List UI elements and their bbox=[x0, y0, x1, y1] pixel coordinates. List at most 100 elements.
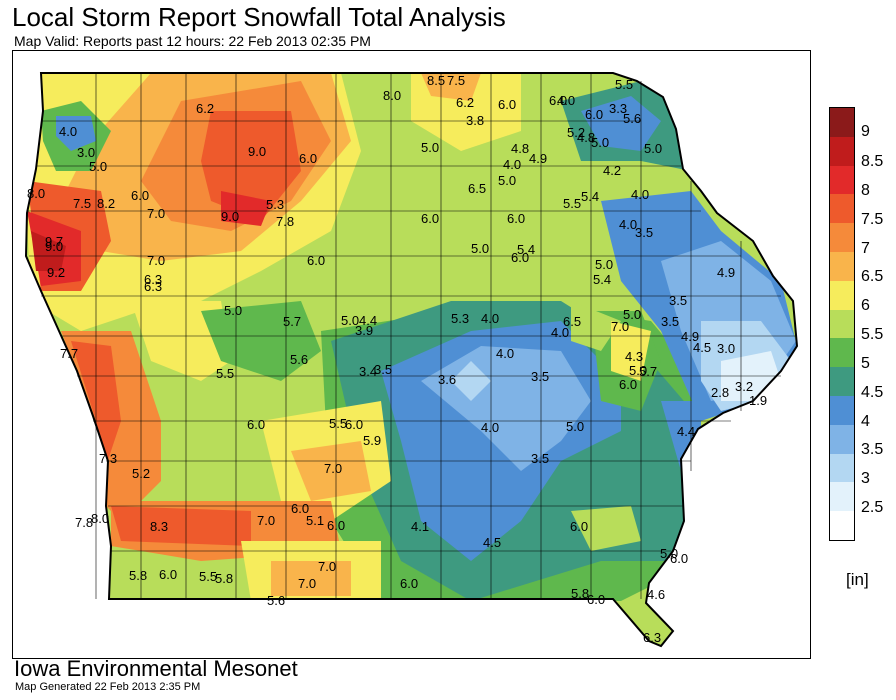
report-value: 5.8 bbox=[129, 568, 147, 583]
report-value: 5.0 bbox=[644, 141, 662, 156]
legend-label: 7.5 bbox=[861, 211, 884, 228]
legend-label: 5.5 bbox=[861, 326, 884, 343]
report-value: 5.5 bbox=[216, 366, 234, 381]
report-value: 9.0 bbox=[221, 209, 239, 224]
report-value: 3.4 bbox=[359, 364, 377, 379]
legend-swatch bbox=[830, 424, 854, 455]
state-outline bbox=[24, 72, 799, 648]
report-value: 5.8 bbox=[571, 586, 589, 601]
report-value: 5.5 bbox=[199, 569, 217, 584]
report-value: 6.0 bbox=[507, 211, 525, 226]
legend-label: 8.5 bbox=[861, 153, 884, 170]
report-value: 3.5 bbox=[635, 225, 653, 240]
report-value: 5.0 bbox=[421, 140, 439, 155]
report-value: 3.5 bbox=[661, 314, 679, 329]
report-value: 7.0 bbox=[147, 206, 165, 221]
report-value: 6.0 bbox=[421, 211, 439, 226]
legend-swatch bbox=[830, 453, 854, 483]
report-value: 7.0 bbox=[324, 461, 342, 476]
report-value: 5.2 bbox=[132, 466, 150, 481]
report-value: 3.5 bbox=[531, 369, 549, 384]
report-value: 6.0 bbox=[570, 519, 588, 534]
report-value: 3.0 bbox=[77, 145, 95, 160]
report-value: 4.3 bbox=[625, 349, 643, 364]
report-value: 1.9 bbox=[749, 393, 767, 408]
report-value: 5.2 bbox=[567, 125, 585, 140]
report-value: 7.0 bbox=[611, 319, 629, 334]
report-value: 6.0 bbox=[131, 188, 149, 203]
report-value: 8.0 bbox=[91, 511, 109, 526]
legend-label: 3 bbox=[861, 470, 870, 487]
report-value: 4.0 bbox=[481, 311, 499, 326]
report-value: 5.0 bbox=[341, 313, 359, 328]
report-value: 6.3 bbox=[643, 630, 661, 645]
report-value: 6.0 bbox=[670, 551, 688, 566]
report-value: 4.5 bbox=[693, 340, 711, 355]
report-value: 5.9 bbox=[363, 433, 381, 448]
report-value: 5.5 bbox=[563, 196, 581, 211]
report-value: 4.0 bbox=[496, 346, 514, 361]
footer-generated: Map Generated 22 Feb 2013 2:35 PM bbox=[15, 681, 201, 693]
report-value: 4.0 bbox=[481, 420, 499, 435]
report-value: 7.5 bbox=[73, 196, 91, 211]
legend-swatch bbox=[830, 194, 854, 224]
report-value: 4.2 bbox=[603, 163, 621, 178]
snowfall-contours bbox=[26, 73, 797, 646]
report-value: 9.7 bbox=[45, 234, 63, 249]
legend-swatch bbox=[830, 367, 854, 397]
legend-swatch bbox=[830, 396, 854, 426]
report-value: 7.0 bbox=[147, 253, 165, 268]
legend-swatch bbox=[830, 165, 854, 195]
legend-swatch bbox=[830, 482, 854, 512]
report-value: 6.0 bbox=[299, 151, 317, 166]
report-value: 5.0 bbox=[623, 307, 641, 322]
legend-label: 6.5 bbox=[861, 268, 884, 285]
report-value: 8.2 bbox=[97, 196, 115, 211]
report-value: 7.0 bbox=[318, 559, 336, 574]
report-value: 8.5 bbox=[427, 73, 445, 88]
legend-label: 4 bbox=[861, 413, 870, 430]
report-value: 3.5 bbox=[374, 362, 392, 377]
legend-label: 5 bbox=[861, 355, 870, 372]
report-value: 4.8 bbox=[511, 141, 529, 156]
report-value: 7.8 bbox=[276, 214, 294, 229]
legend-swatch bbox=[830, 280, 854, 311]
report-value: 5.6 bbox=[290, 352, 308, 367]
report-value: 6.5 bbox=[563, 314, 581, 329]
report-value: 7.3 bbox=[99, 451, 117, 466]
report-value: 6.0 bbox=[247, 417, 265, 432]
report-value: 5.3 bbox=[451, 311, 469, 326]
legend-swatch bbox=[830, 136, 854, 167]
report-value: 9.0 bbox=[45, 239, 63, 254]
report-value: 6.0 bbox=[587, 592, 605, 607]
report-value: 7.0 bbox=[298, 576, 316, 591]
report-value: 5.0 bbox=[224, 303, 242, 318]
report-value: 5.0 bbox=[629, 363, 647, 378]
report-value: 4.0 bbox=[557, 93, 575, 108]
report-value: 6.0 bbox=[400, 576, 418, 591]
legend-color-bar bbox=[829, 107, 855, 541]
report-value: 6.5 bbox=[468, 181, 486, 196]
legend-swatch bbox=[830, 511, 854, 540]
map-title: Local Storm Report Snowfall Total Analys… bbox=[12, 2, 506, 32]
legend-label: 2.5 bbox=[861, 499, 884, 516]
report-value: 6.0 bbox=[159, 567, 177, 582]
report-value: 3.6 bbox=[438, 372, 456, 387]
report-value: 4.8 bbox=[577, 130, 595, 145]
report-value: 2.8 bbox=[711, 385, 729, 400]
report-value: 4.6 bbox=[647, 587, 665, 602]
report-value: 5.0 bbox=[89, 159, 107, 174]
legend-label: 6 bbox=[861, 297, 870, 314]
report-value: 4.4 bbox=[677, 424, 695, 439]
legend-units: [in] bbox=[846, 570, 869, 589]
report-value: 4.9 bbox=[717, 265, 735, 280]
legend-label: 8 bbox=[861, 182, 870, 199]
report-value: 5.0 bbox=[498, 173, 516, 188]
report-value: 3.3 bbox=[609, 101, 627, 116]
report-value: 5.4 bbox=[517, 242, 535, 257]
report-value: 6.0 bbox=[619, 377, 637, 392]
report-value: 5.5 bbox=[615, 77, 633, 92]
report-value: 4.1 bbox=[411, 519, 429, 534]
report-value: 5.7 bbox=[283, 314, 301, 329]
report-value: 7.8 bbox=[75, 515, 93, 530]
